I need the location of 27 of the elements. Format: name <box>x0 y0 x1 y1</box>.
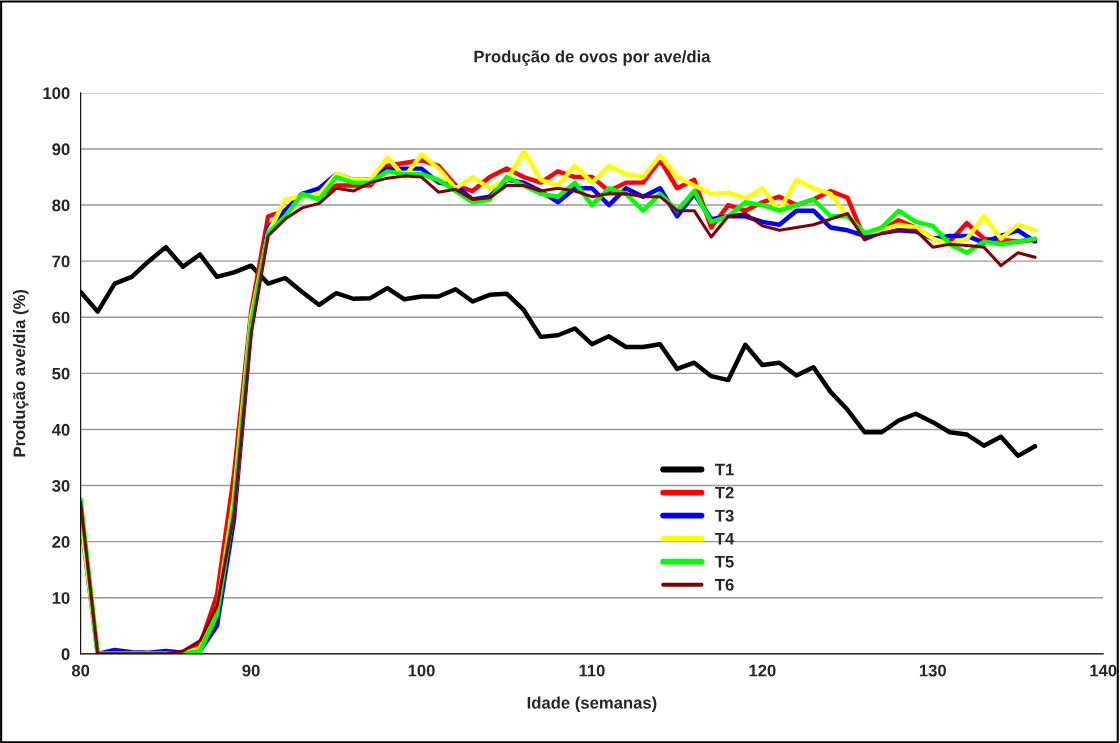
x-tick-label: 130 <box>919 664 946 677</box>
x-tick-label: 90 <box>242 664 260 677</box>
legend-label: T4 <box>715 532 735 545</box>
x-axis-title: Idade (semanas) <box>527 696 657 712</box>
y-axis-title: Produção ave/dia (%) <box>12 289 29 457</box>
y-tick-label: 70 <box>52 255 70 268</box>
y-tick-label: 30 <box>52 479 70 492</box>
x-tick-label: 110 <box>579 664 605 677</box>
y-tick-label: 10 <box>52 592 70 604</box>
chart-title: Produção de ovos por ave/dia <box>474 50 711 66</box>
y-tick-label: 40 <box>51 423 70 436</box>
legend-label: T2 <box>715 486 734 499</box>
legend-label: T5 <box>715 556 734 568</box>
x-tick-label: 140 <box>1090 664 1117 677</box>
x-tick-label: 80 <box>71 664 90 677</box>
legend-label: T3 <box>715 509 734 522</box>
y-tick-label: 60 <box>52 311 70 324</box>
x-tick-label: 100 <box>408 664 435 677</box>
legend-label: T1 <box>715 463 734 476</box>
y-tick-label: 90 <box>52 143 70 156</box>
legend-label: T6 <box>715 578 734 591</box>
y-tick-label: 0 <box>61 648 70 661</box>
x-tick-label: 120 <box>749 664 776 677</box>
y-tick-label: 50 <box>52 367 70 380</box>
y-tick-label: 20 <box>52 536 70 548</box>
y-tick-label: 80 <box>52 199 70 212</box>
y-tick-label: 100 <box>43 87 70 100</box>
